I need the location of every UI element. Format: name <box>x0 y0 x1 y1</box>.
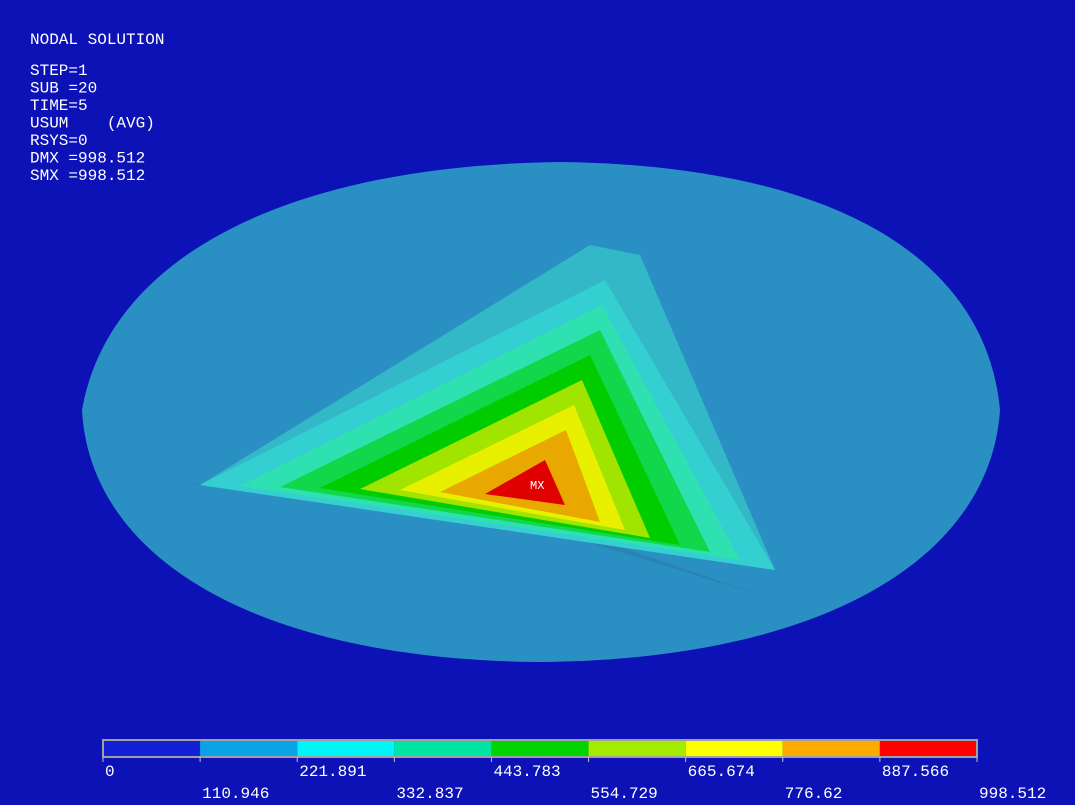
info-line: DMX =998.512 <box>30 150 145 168</box>
page: MX NODAL SOLUTION STEP=1SUB =20TIME=5USU… <box>0 0 1075 805</box>
legend-label: 887.566 <box>882 763 949 781</box>
legend-label: 332.837 <box>396 785 463 803</box>
legend-label: 221.891 <box>299 763 366 781</box>
info-line: SUB =20 <box>30 80 97 98</box>
info-line: STEP=1 <box>30 62 88 80</box>
plot-window: MX NODAL SOLUTION STEP=1SUB =20TIME=5USU… <box>0 0 1075 805</box>
legend-label: 998.512 <box>979 785 1046 803</box>
legend-band <box>783 740 880 757</box>
legend-label: 554.729 <box>591 785 658 803</box>
legend-band <box>297 740 394 757</box>
legend-band <box>491 740 588 757</box>
legend-band <box>103 740 200 757</box>
legend-band <box>589 740 686 757</box>
legend-label: 776.62 <box>785 785 843 803</box>
legend-band <box>880 740 977 757</box>
plot-title: NODAL SOLUTION <box>30 31 164 49</box>
info-line: USUM (AVG) <box>30 115 155 133</box>
legend-band <box>200 740 297 757</box>
info-line: SMX =998.512 <box>30 167 145 185</box>
model: MX <box>82 162 1000 662</box>
legend-band <box>394 740 491 757</box>
legend-label: 0 <box>105 763 115 781</box>
legend-label: 665.674 <box>688 763 755 781</box>
max-marker: MX <box>530 479 544 493</box>
legend-band <box>686 740 783 757</box>
legend-label: 110.946 <box>202 785 269 803</box>
legend-label: 443.783 <box>493 763 560 781</box>
info-line: TIME=5 <box>30 97 88 115</box>
info-line: RSYS=0 <box>30 132 88 150</box>
